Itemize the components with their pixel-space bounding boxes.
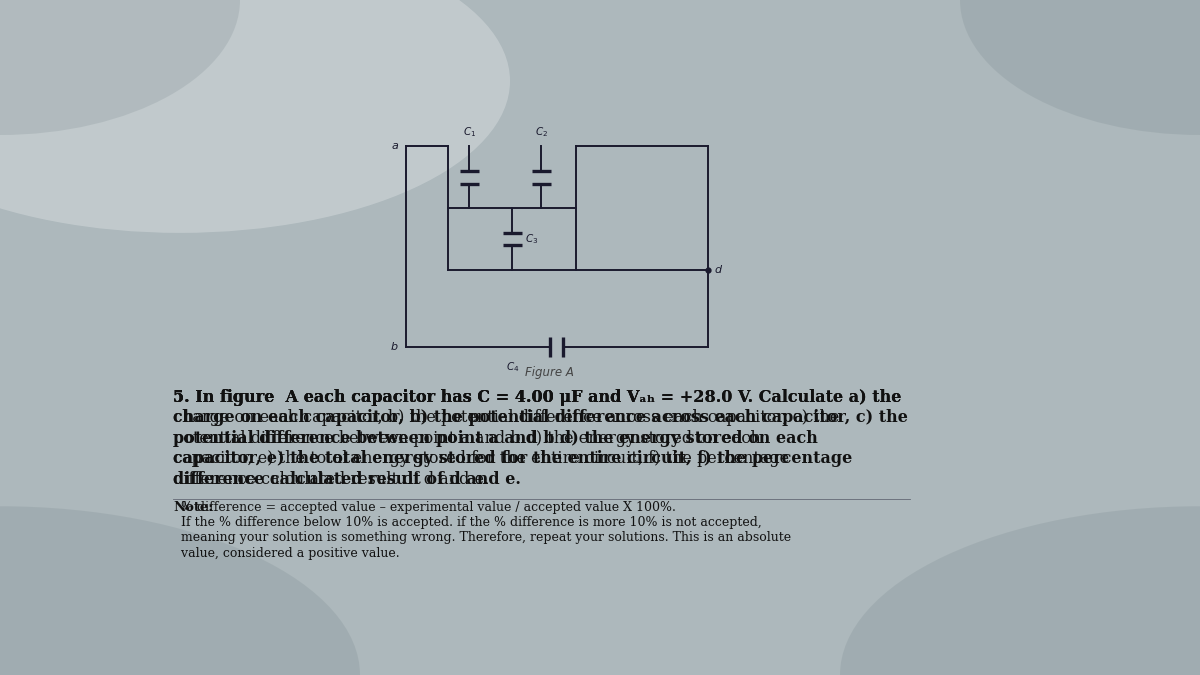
Text: d: d xyxy=(714,265,721,275)
Text: potential difference between point a and b d) the energy stored on each: potential difference between point a and… xyxy=(173,430,818,447)
Text: 5. In figure  A each capacitor has C = 4.00 μF and Vₐₕ = +28.0 V. Calculate a) t: 5. In figure A each capacitor has C = 4.… xyxy=(173,389,901,406)
Text: b: b xyxy=(391,342,398,352)
Text: potential difference between point a and b d) the energy stored on each: potential difference between point a and… xyxy=(173,430,761,447)
Text: $C_4$: $C_4$ xyxy=(505,360,520,375)
Text: $C_2$: $C_2$ xyxy=(535,125,548,139)
Text: 5. In figure  A each capacitor has C = 4.00 μF and V: 5. In figure A each capacitor has C = 4.… xyxy=(173,389,640,406)
Text: 5. In figure  A each capacitor has C = 4.00 μF and Vₐₕ = +28.0 V. Calculate a) t: 5. In figure A each capacitor has C = 4.… xyxy=(173,389,901,406)
Text: capacitor, e) the total energy stored for the entire circuit, f) the percentage: capacitor, e) the total energy stored fo… xyxy=(173,450,790,467)
Text: meaning your solution is something wrong. Therefore, repeat your solutions. This: meaning your solution is something wrong… xyxy=(173,531,791,545)
Text: Figure A: Figure A xyxy=(524,366,574,379)
Text: a: a xyxy=(391,142,398,151)
Text: charge on each capacitor, b) the potential difference across each capacitor, c) : charge on each capacitor, b) the potenti… xyxy=(173,410,840,427)
Text: $C_3$: $C_3$ xyxy=(524,232,538,246)
Text: value, considered a positive value.: value, considered a positive value. xyxy=(173,547,400,560)
Text: capacitor, e) the total energy stored for the entire circuit, f) the percentage: capacitor, e) the total energy stored fo… xyxy=(173,450,852,467)
Text: $C_1$: $C_1$ xyxy=(463,125,476,139)
Ellipse shape xyxy=(0,0,240,135)
Text: difference calculated result of d and e.: difference calculated result of d and e. xyxy=(173,470,490,487)
Text: % difference = accepted value – experimental value / accepted value X 100%.: % difference = accepted value – experime… xyxy=(173,501,676,514)
Ellipse shape xyxy=(960,0,1200,135)
Text: If the % difference below 10% is accepted. if the % difference is more 10% is no: If the % difference below 10% is accepte… xyxy=(173,516,762,529)
Ellipse shape xyxy=(0,0,510,233)
Text: difference calculated result of d and e.: difference calculated result of d and e. xyxy=(173,470,521,487)
Ellipse shape xyxy=(840,506,1200,675)
Text: charge on each capacitor, b) the potential difference across each capacitor, c) : charge on each capacitor, b) the potenti… xyxy=(173,410,908,427)
Ellipse shape xyxy=(0,506,360,675)
Text: Note:: Note: xyxy=(173,501,214,514)
